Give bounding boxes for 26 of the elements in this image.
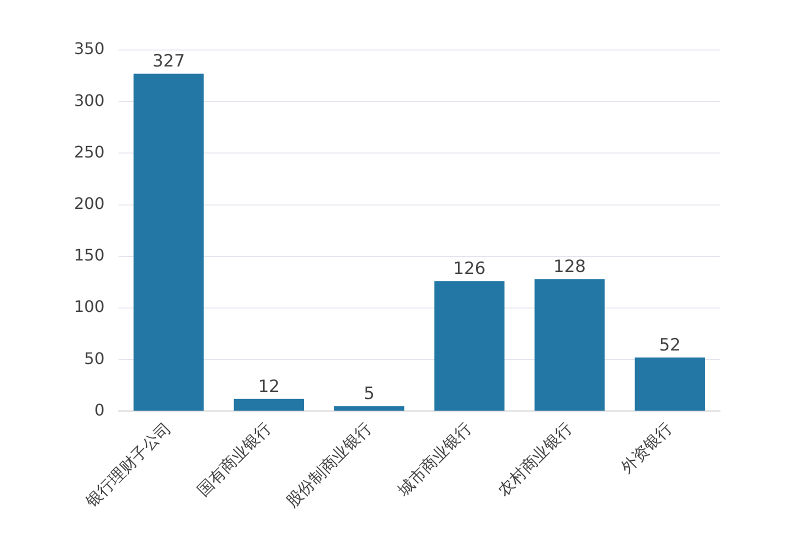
x-tick-label: 股份制商业银行 (282, 418, 375, 511)
y-tick-label: 200 (74, 194, 105, 213)
bar (234, 398, 304, 411)
x-tick-label: 农村商业银行 (494, 418, 576, 500)
data-label: 126 (453, 259, 486, 280)
y-tick-label: 150 (74, 246, 105, 265)
y-tick-label: 250 (74, 142, 105, 162)
x-tick-label: 国有商业银行 (193, 418, 275, 500)
data-label: 128 (553, 257, 586, 278)
x-tick-label: 城市商业银行 (393, 418, 476, 500)
data-label: 52 (659, 335, 681, 356)
data-label: 5 (364, 384, 375, 404)
bar (534, 279, 605, 411)
bar (634, 358, 705, 411)
x-tick-label: 外资银行 (616, 418, 676, 478)
x-tick-label: 银行理财子公司 (81, 418, 174, 512)
data-label: 12 (258, 376, 280, 397)
bar (134, 74, 204, 411)
y-tick-label: 50 (84, 348, 105, 368)
y-tick-label: 300 (74, 90, 105, 110)
bar (434, 281, 504, 411)
data-label: 327 (152, 52, 185, 72)
y-tick-label: 0 (94, 400, 105, 420)
bar (334, 406, 404, 411)
y-tick-label: 100 (74, 297, 105, 316)
y-tick-label: 350 (74, 39, 105, 58)
